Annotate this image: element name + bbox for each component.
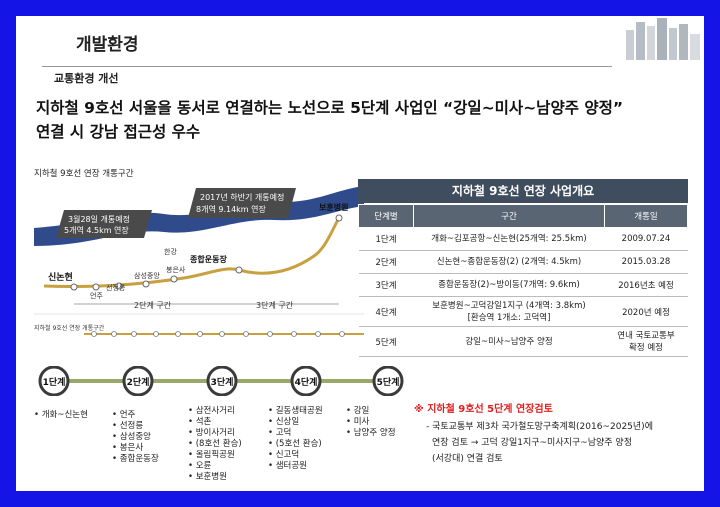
headline: 지하철 9호선 서울을 동서로 연결하는 노선으로 5단계 사업인 “강일~미사… bbox=[36, 96, 696, 144]
station-item: 봉은사 bbox=[112, 443, 159, 454]
label-bongeunsa: 봉은사 bbox=[166, 265, 186, 274]
station-item: 선정릉 bbox=[112, 421, 159, 432]
label-sinnonhyeon: 신논현 bbox=[48, 271, 73, 283]
table-row: 2단계 신논현~종합운동장(2) (2개역: 4.5km) 2015.03.28 bbox=[358, 250, 688, 274]
col-date: 개통일 bbox=[604, 204, 688, 228]
stage-3-stations: 삼전사거리 석촌 방이사거리 (8호선 환승) 올림픽공원 오륜 보훈병원 bbox=[188, 406, 242, 483]
station-item: 길동생태공원 bbox=[268, 406, 323, 417]
stage-timeline: 1단계 2단계 3단계 4단계 5단계 bbox=[38, 366, 404, 396]
callout-1-line-2: 5개역 4.5km 연장 bbox=[64, 225, 129, 235]
cell-date: 연내 국토교통부 확정 예정 bbox=[604, 326, 688, 357]
station-item: 올림픽공원 bbox=[188, 450, 242, 461]
map-caption: 지하철 9호선 연장 개통구간 bbox=[34, 168, 134, 179]
table-row: 1단계 개화~김포공항~신논현(25개역: 25.5km) 2009.07.24 bbox=[358, 227, 688, 251]
note-title: ※ 지하철 9호선 5단계 연장검토 bbox=[414, 404, 553, 415]
station-item: 개화~신논현 bbox=[34, 410, 88, 421]
cell-route: 강일~미사~남양주 양정 bbox=[413, 326, 605, 357]
label-samseong: 삼성중앙 bbox=[134, 271, 160, 280]
section-2-label: 2단계 구간 bbox=[134, 300, 172, 310]
cell-date: 2015.03.28 bbox=[604, 250, 688, 274]
cell-stage: 2단계 bbox=[358, 250, 414, 274]
label-eonju: 언주 bbox=[90, 291, 103, 300]
project-table: 단계별 구간 개통일 1단계 개화~김포공항~신논현(25개역: 25.5km)… bbox=[358, 204, 688, 357]
note-body: 국토교통부 제3차 국가철도망구축계획(2016~2025년)에 연장 검토 →… bbox=[426, 419, 696, 467]
table-title: 지하철 9호선 연장 사업개요 bbox=[358, 179, 688, 203]
stage-2-stations: 언주 선정릉 삼성중앙 봉은사 종합운동장 bbox=[112, 410, 159, 465]
station-item: 미사 bbox=[346, 417, 396, 428]
note-line: (서강대) 연결 검토 bbox=[432, 454, 503, 464]
stage-5-stations: 강일 미사 남양주 양정 bbox=[346, 406, 396, 439]
cell-route: 신논현~종합운동장(2) (2개역: 4.5km) bbox=[413, 250, 605, 274]
cell-stage: 4단계 bbox=[358, 296, 414, 327]
schematic-label: 지하철 9호선 연장 개통구간 bbox=[34, 324, 105, 332]
station-item: 삼전사거리 bbox=[188, 406, 242, 417]
cell-stage: 3단계 bbox=[358, 273, 414, 297]
note-line: 국토교통부 제3차 국가철도망구축계획(2016~2025년)에 bbox=[426, 419, 696, 435]
callout-2-line-2: 8개역 9.14km 연장 bbox=[196, 204, 266, 214]
station-item: 남양주 양정 bbox=[346, 428, 396, 439]
route-map: 지하철 9호선 연장 개통구간 3월28일 개통예정 5개역 4.5km 연장 … bbox=[34, 168, 364, 337]
stage-label-5: 5단계 bbox=[377, 376, 400, 388]
cell-stage: 1단계 bbox=[358, 227, 414, 251]
page-title: 개발환경 bbox=[76, 35, 139, 55]
cell-date: 2020년 예정 bbox=[604, 296, 688, 327]
title-divider bbox=[42, 66, 612, 67]
callout-2-line-1: 2017년 하반기 개통예정 bbox=[200, 192, 284, 202]
stage-label-3: 3단계 bbox=[211, 376, 234, 388]
callout-2: 2017년 하반기 개통예정 8개역 9.14km 연장 bbox=[188, 188, 296, 218]
station-item: 종합운동장 bbox=[112, 454, 159, 465]
label-sports: 종합운동장 bbox=[190, 254, 227, 264]
label-hangang: 한강 bbox=[164, 247, 177, 256]
station-item: 강일 bbox=[346, 406, 396, 417]
table-row: 5단계 강일~미사~남양주 양정 연내 국토교통부 확정 예정 bbox=[358, 326, 688, 357]
stage-4-stations: 길동생태공원 신상일 고덕 (5호선 환승) 신고덕 샘터공원 bbox=[268, 406, 323, 472]
stage-node-3: 3단계 bbox=[206, 366, 238, 396]
station-item: 신고덕 bbox=[268, 450, 323, 461]
label-veterans: 보훈병원 bbox=[319, 202, 348, 212]
station-item: 오륜 bbox=[188, 461, 242, 472]
stage-node-4: 4단계 bbox=[290, 366, 322, 396]
cell-date: 2009.07.24 bbox=[604, 227, 688, 251]
station-item: 샘터공원 bbox=[268, 461, 323, 472]
callout-1-line-1: 3월28일 개통예정 bbox=[68, 214, 130, 224]
cell-date: 2016년초 예정 bbox=[604, 273, 688, 297]
stage-node-1: 1단계 bbox=[38, 366, 70, 396]
note-line: 연장 검토 → 고덕 강일1지구~미사지구~남양주 양정 bbox=[432, 438, 632, 448]
station-item: 언주 bbox=[112, 410, 159, 421]
stage-node-2: 2단계 bbox=[122, 366, 154, 396]
cell-stage: 5단계 bbox=[358, 326, 414, 357]
station-item: 삼성중앙 bbox=[112, 432, 159, 443]
stage-label-2: 2단계 bbox=[127, 376, 150, 388]
section-3-label: 3단계 구간 bbox=[256, 300, 294, 310]
cell-route: 보훈병원~고덕강일1지구 (4개역: 3.8km) [환승역 1개소: 고덕역] bbox=[413, 296, 605, 327]
cell-route: 종합운동장(2)~방이동(7개역: 9.6km) bbox=[413, 273, 605, 297]
section-subtitle: 교통환경 개선 bbox=[54, 72, 119, 85]
headline-line-1: 지하철 9호선 서울을 동서로 연결하는 노선으로 5단계 사업인 “강일~미사… bbox=[36, 99, 624, 117]
label-seonjeongneung: 선정릉 bbox=[106, 283, 126, 292]
stage-1-stations: 개화~신논현 bbox=[34, 410, 88, 421]
slide: 개발환경 교통환경 개선 지하철 9호선 서울을 동서로 연결하는 노선으로 5… bbox=[16, 16, 704, 491]
station-item: (5호선 환승) bbox=[268, 439, 323, 450]
col-stage: 단계별 bbox=[358, 204, 414, 228]
headline-line-2: 연결 시 강남 접근성 우수 bbox=[36, 123, 201, 141]
station-item: 방이사거리 bbox=[188, 428, 242, 439]
station-item: 보훈병원 bbox=[188, 472, 242, 483]
station-item: 신상일 bbox=[268, 417, 323, 428]
station-item: 고덕 bbox=[268, 428, 323, 439]
stage-label-1: 1단계 bbox=[43, 376, 66, 388]
callout-1: 3월28일 개통예정 5개역 4.5km 연장 bbox=[56, 210, 152, 238]
city-skyline-icon bbox=[626, 18, 700, 60]
station-item: (8호선 환승) bbox=[188, 439, 242, 450]
col-route: 구간 bbox=[413, 204, 605, 228]
table-row: 4단계 보훈병원~고덕강일1지구 (4개역: 3.8km) [환승역 1개소: … bbox=[358, 296, 688, 327]
stage-node-5: 5단계 bbox=[372, 366, 404, 396]
stage-label-4: 4단계 bbox=[295, 376, 318, 388]
cell-route: 개화~김포공항~신논현(25개역: 25.5km) bbox=[413, 227, 605, 251]
table-row: 3단계 종합운동장(2)~방이동(7개역: 9.6km) 2016년초 예정 bbox=[358, 273, 688, 297]
station-item: 석촌 bbox=[188, 417, 242, 428]
